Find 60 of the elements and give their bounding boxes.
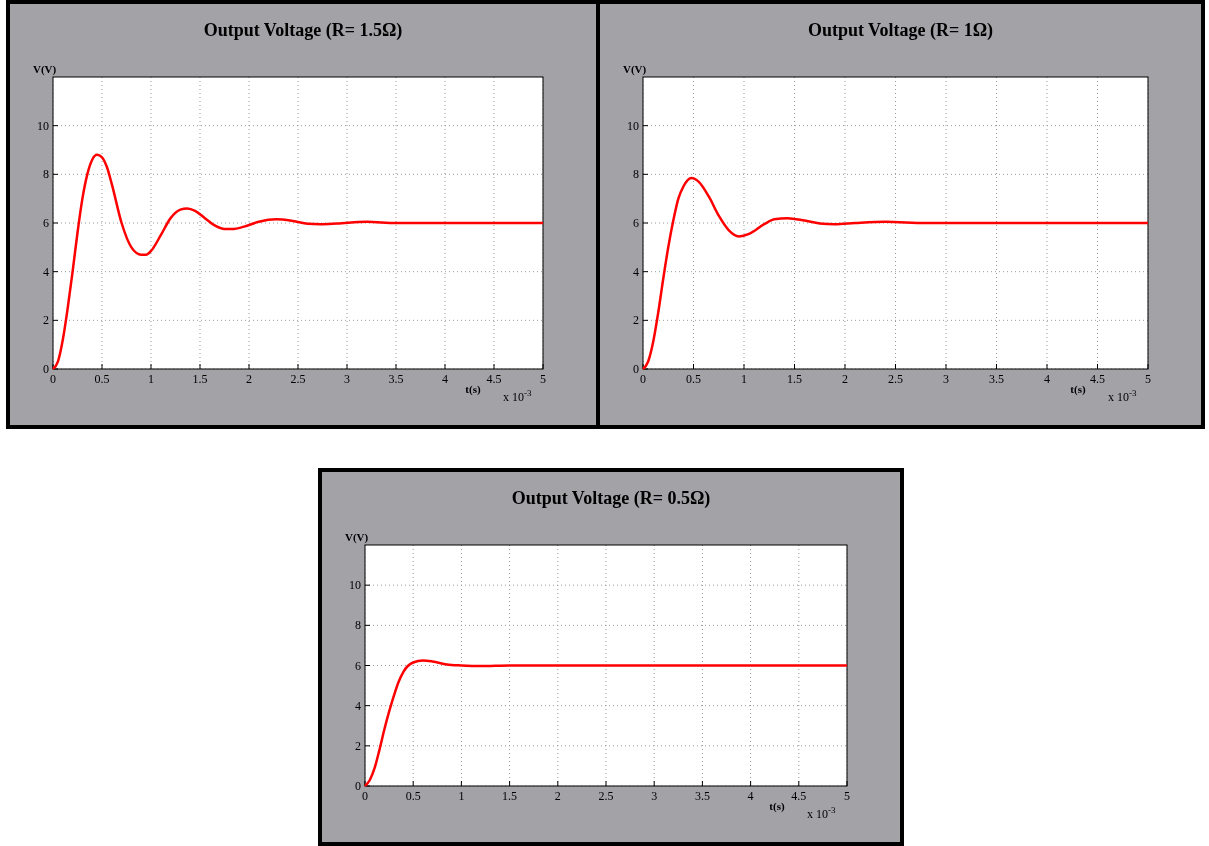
text: x 10$^{-3}$ (807, 805, 836, 821)
text: x 10$^{-3}$ (503, 388, 532, 404)
x-tick-label: 5 (1145, 372, 1151, 386)
y-tick-label: 10 (627, 118, 639, 133)
y-axis-title: V(V) (345, 531, 369, 544)
y-tick-label: 10 (37, 118, 49, 133)
x-axis-title: t(s) (769, 800, 785, 813)
x-tick-label: 3 (943, 372, 949, 386)
x-tick-label: 5 (540, 372, 546, 386)
text: x 10$^{-3}$ (1108, 388, 1137, 404)
x-tick-label: 3.5 (388, 372, 404, 386)
y-tick-label: 6 (355, 658, 361, 673)
x-tick-label: 2.5 (290, 372, 306, 386)
y-tick-label: 4 (355, 698, 361, 713)
x-tick-label: 4 (747, 789, 754, 803)
x-tick-label: 1.5 (192, 372, 208, 386)
x-tick-label: 3 (344, 372, 350, 386)
y-tick-label: 4 (43, 264, 49, 279)
y-tick-label: 0 (43, 362, 49, 376)
chart-title: Output Voltage (R= 1.5Ω) (203, 20, 403, 41)
y-tick-label: 8 (355, 618, 361, 633)
y-tick-label: 2 (633, 313, 639, 328)
x-axis-title: t(s) (465, 383, 481, 396)
y-tick-label: 4 (633, 264, 639, 279)
x-tick-label: 2.5 (598, 789, 614, 803)
x-tick-label: 0.5 (686, 372, 701, 386)
x-tick-label: 4.5 (791, 789, 807, 803)
y-axis-title: V(V) (33, 63, 57, 76)
y-tick-label: 0 (633, 362, 639, 376)
y-tick-label: 8 (43, 167, 49, 182)
x-tick-label: 3.5 (694, 789, 710, 803)
x-tick-label: 0.5 (405, 789, 421, 803)
x-tick-label: 4 (442, 372, 448, 386)
y-axis-title: V(V) (623, 63, 647, 76)
x-tick-label: 4.5 (1090, 372, 1105, 386)
x-tick-label: 1 (148, 372, 154, 386)
y-tick-label: 0 (355, 779, 361, 793)
y-tick-label: 10 (349, 578, 361, 593)
chart-title: Output Voltage (R= 1Ω) (807, 20, 994, 41)
chart-title: Output Voltage (R= 0.5Ω) (511, 488, 711, 509)
x-tick-label: 4 (1044, 372, 1050, 386)
x-tick-label: 3 (651, 789, 658, 803)
x-tick-label: 1 (458, 789, 465, 803)
x-tick-label: 2 (554, 789, 561, 803)
x-tick-label: 2 (842, 372, 848, 386)
x-tick-label: 3.5 (989, 372, 1004, 386)
x-tick-label: 2.5 (888, 372, 903, 386)
x-tick-label: 1.5 (502, 789, 518, 803)
y-tick-label: 2 (43, 313, 49, 328)
y-tick-label: 2 (355, 738, 361, 753)
x-tick-label: 1.5 (787, 372, 802, 386)
x-tick-label: 4.5 (486, 372, 502, 386)
x-tick-label: 0.5 (94, 372, 110, 386)
y-tick-label: 6 (43, 216, 49, 230)
x-tick-label: 5 (844, 789, 850, 803)
x-axis-title: t(s) (1070, 383, 1086, 396)
x-tick-label: 1 (741, 372, 747, 386)
y-tick-label: 8 (633, 167, 639, 182)
y-tick-label: 6 (633, 216, 639, 230)
x-tick-label: 2 (246, 372, 252, 386)
